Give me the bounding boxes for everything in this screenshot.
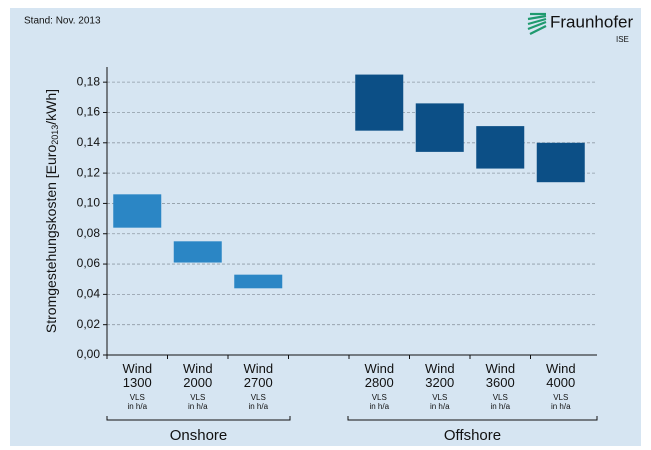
y-label-text: Stromgestehungskosten [Euro <box>43 145 59 334</box>
y-tick-label: 0,16 <box>77 105 101 119</box>
y-tick-label: 0,08 <box>77 226 101 240</box>
logo: Fraunhofer ISE <box>527 12 633 44</box>
y-tick-label: 0,02 <box>77 317 101 331</box>
x-tick-note: VLS in h/a <box>369 393 390 411</box>
x-tick-label: Wind 3600 <box>485 361 516 391</box>
x-tick-note: VLS in h/a <box>127 393 148 411</box>
x-tick-note: VLS in h/a <box>550 393 571 411</box>
x-tick-note: VLS in h/a <box>187 393 208 411</box>
bar <box>173 241 222 263</box>
x-tick-label: Wind 3200 <box>424 361 455 391</box>
bar <box>234 274 283 289</box>
x-tick-label: Wind 2700 <box>243 361 274 391</box>
y-tick-label: 0,18 <box>77 74 101 88</box>
x-tick-label: Wind 2800 <box>364 361 395 391</box>
group-label: Offshore <box>444 427 501 444</box>
bar <box>415 103 464 152</box>
x-tick-note: VLS in h/a <box>429 393 450 411</box>
logo-unit: ISE <box>616 35 629 44</box>
x-tick-label: Wind 4000 <box>545 361 576 391</box>
y-tick-label: 0,12 <box>77 165 101 179</box>
x-tick-label: Wind 1300 <box>122 361 153 391</box>
x-tick-label: Wind 2000 <box>182 361 213 391</box>
bar <box>536 142 585 183</box>
group-bracket <box>106 416 291 421</box>
x-tick-note: VLS in h/a <box>490 393 511 411</box>
y-tick-label: 0,04 <box>77 287 101 301</box>
chart-title: Stand: Nov. 2013 <box>24 16 101 27</box>
x-tick-note: VLS in h/a <box>248 393 269 411</box>
y-axis-label: Stromgestehungskosten [Euro2013/kWh] <box>43 89 61 333</box>
y-tick-label: 0,14 <box>77 135 101 149</box>
group-bracket <box>347 416 598 421</box>
y-label-sub: 2013 <box>50 125 60 145</box>
y-label-end: /kWh] <box>43 89 59 125</box>
y-tick-label: 0,06 <box>77 256 101 270</box>
logo-name: Fraunhofer <box>550 12 633 31</box>
bar <box>113 194 162 228</box>
y-tick-label: 0,10 <box>77 196 101 210</box>
group-label: Onshore <box>170 427 228 444</box>
bar <box>355 74 404 131</box>
y-tick-label: 0,00 <box>77 347 101 361</box>
bar <box>476 126 525 169</box>
